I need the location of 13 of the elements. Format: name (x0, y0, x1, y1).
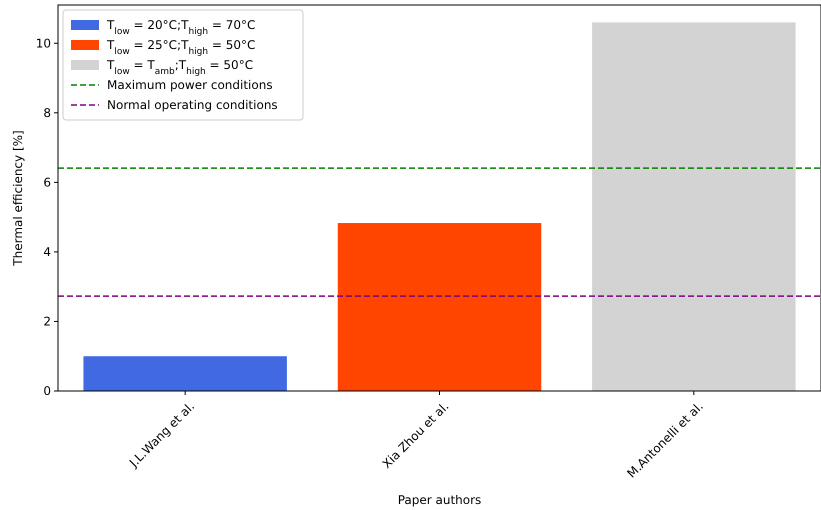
legend-label: Maximum power conditions (107, 78, 273, 92)
y-tick-label: 2 (43, 314, 51, 329)
y-tick-label: 8 (43, 106, 51, 120)
y-axis-title: Thermal efficiency [%] (11, 130, 25, 267)
legend-label: T$_{low}$ = 25°C;T$_{high}$ = 50°C (106, 38, 256, 58)
x-axis-title: Paper authors (398, 493, 482, 507)
y-tick-label: 6 (43, 176, 51, 190)
y-tick-label: 0 (43, 384, 51, 398)
legend-label: T$_{low}$ = 20°C;T$_{high}$ = 70°C (106, 18, 256, 38)
legend-label: T$_{low}$ = T$_{amb}$;T$_{high}$ = 50°C (106, 58, 254, 78)
y-tick-label: 10 (36, 36, 51, 50)
y-tick-label: 4 (43, 245, 51, 260)
legend-label: Normal operating conditions (107, 98, 278, 112)
